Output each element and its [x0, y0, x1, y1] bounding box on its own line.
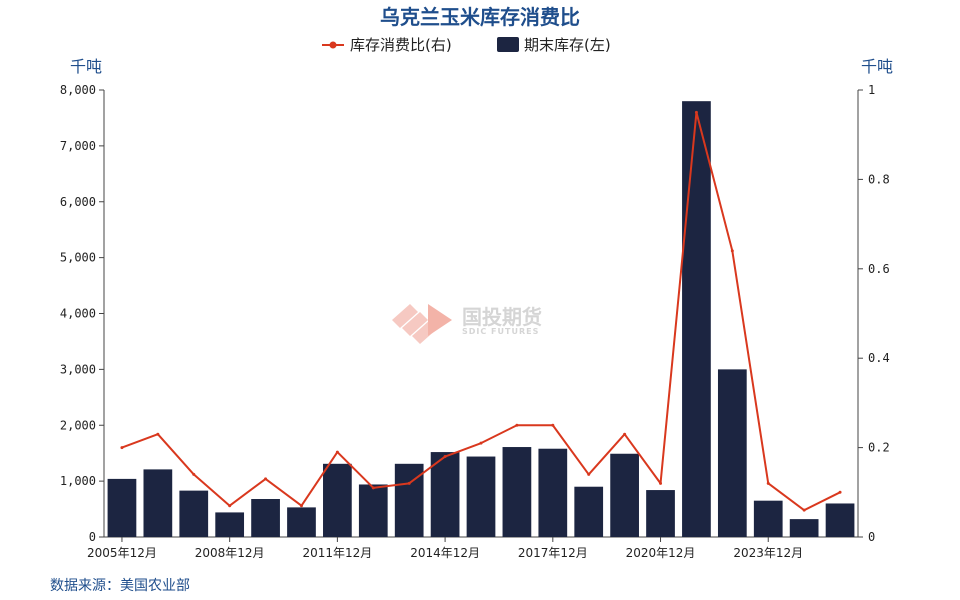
- ratio-point-2005: [120, 446, 124, 450]
- bar-2023: [753, 500, 783, 537]
- ratio-point-2023: [766, 481, 770, 485]
- legend-bar-swatch: [497, 37, 519, 52]
- bar-2017: [538, 448, 568, 537]
- watermark-text: 国投期货: [462, 305, 542, 329]
- y-left-tick-label: 0: [89, 530, 96, 544]
- watermark-logo-icon: [392, 304, 452, 344]
- bar-2005: [107, 478, 137, 537]
- source-note: 数据来源：美国农业部: [50, 578, 190, 594]
- ratio-point-2007: [192, 472, 196, 476]
- ratio-point-2021: [694, 110, 698, 114]
- bar-2024: [789, 519, 819, 537]
- axes: 0 1,000 2,000 3,000 4,000 5,000 6,000 7,000 8,00…: [60, 83, 890, 560]
- ratio-point-2017: [551, 423, 555, 427]
- y-left-tick-label: 7,000: [60, 139, 96, 153]
- bar-series: [107, 101, 855, 538]
- y-right-tick-label: 0.4: [868, 351, 890, 365]
- x-tick-label: 2008年12月: [195, 546, 265, 560]
- bar-2012: [358, 484, 388, 537]
- watermark-subtext: SDIC FUTURES: [462, 327, 539, 336]
- ratio-point-2011: [335, 450, 339, 454]
- bar-2025: [825, 503, 855, 537]
- ratio-point-2018: [587, 472, 591, 476]
- bar-2015: [466, 456, 496, 537]
- ratio-point-2015: [479, 441, 483, 445]
- bar-2009: [251, 499, 280, 537]
- y-right-tick-label: 0.2: [868, 441, 890, 455]
- ratio-point-2013: [407, 481, 411, 485]
- chart-title: 乌克兰玉米库存消费比: [380, 5, 580, 29]
- legend-line-marker: [329, 41, 337, 49]
- y-right-tick-label: 0: [868, 530, 875, 544]
- y-right-unit: 千吨: [861, 57, 893, 76]
- y-right-tick-label: 0.6: [868, 262, 890, 276]
- y-left-tick-label: 6,000: [60, 195, 96, 209]
- y-left-unit: 千吨: [70, 57, 102, 76]
- x-tick-label: 2023年12月: [733, 546, 803, 560]
- y-left-tick-label: 2,000: [60, 418, 96, 432]
- bar-2019: [610, 453, 639, 537]
- bar-2010: [287, 507, 316, 537]
- bar-2006: [143, 469, 173, 537]
- x-tick-label: 2014年12月: [410, 546, 480, 560]
- bar-2011: [323, 463, 352, 537]
- y-left-tick-label: 4,000: [60, 307, 96, 321]
- bar-2007: [179, 490, 209, 537]
- y-left-tick-label: 5,000: [60, 251, 96, 265]
- ratio-point-2020: [659, 481, 663, 485]
- legend-label-ratio: 库存消费比(右): [350, 36, 452, 54]
- bar-2020: [646, 490, 675, 537]
- bar-2022: [717, 369, 747, 537]
- legend: 库存消费比(右) 期末库存(左): [322, 36, 611, 54]
- bar-2014: [430, 452, 460, 537]
- y-right-tick-label: 0.8: [868, 172, 890, 186]
- bar-2021: [682, 101, 711, 538]
- ratio-point-2025: [838, 490, 842, 494]
- y-left-tick-label: 3,000: [60, 362, 96, 376]
- bar-2008: [215, 512, 245, 537]
- ratio-point-2010: [299, 504, 303, 508]
- ratio-point-2012: [371, 486, 375, 490]
- y-left-tick-label: 1,000: [60, 474, 96, 488]
- ratio-point-2019: [623, 432, 627, 436]
- x-tick-label: 2017年12月: [518, 546, 588, 560]
- ratio-point-2024: [802, 508, 806, 512]
- x-tick-label: 2005年12月: [87, 546, 157, 560]
- y-left-tick-label: 8,000: [60, 83, 96, 97]
- bar-2018: [574, 486, 604, 537]
- x-tick-label: 2011年12月: [302, 546, 372, 560]
- ratio-point-2006: [156, 432, 160, 436]
- bar-2016: [502, 447, 532, 537]
- ratio-point-2016: [515, 423, 519, 427]
- ratio-point-2008: [228, 504, 232, 508]
- ratio-point-2009: [264, 477, 268, 481]
- legend-label-stock: 期末库存(左): [524, 36, 611, 54]
- ratio-point-2022: [730, 249, 734, 253]
- watermark: 国投期货 SDIC FUTURES: [392, 304, 542, 344]
- ratio-point-2014: [443, 455, 447, 459]
- line-series: [120, 110, 842, 512]
- x-tick-label: 2020年12月: [626, 546, 696, 560]
- y-right-tick-label: 1: [868, 83, 875, 97]
